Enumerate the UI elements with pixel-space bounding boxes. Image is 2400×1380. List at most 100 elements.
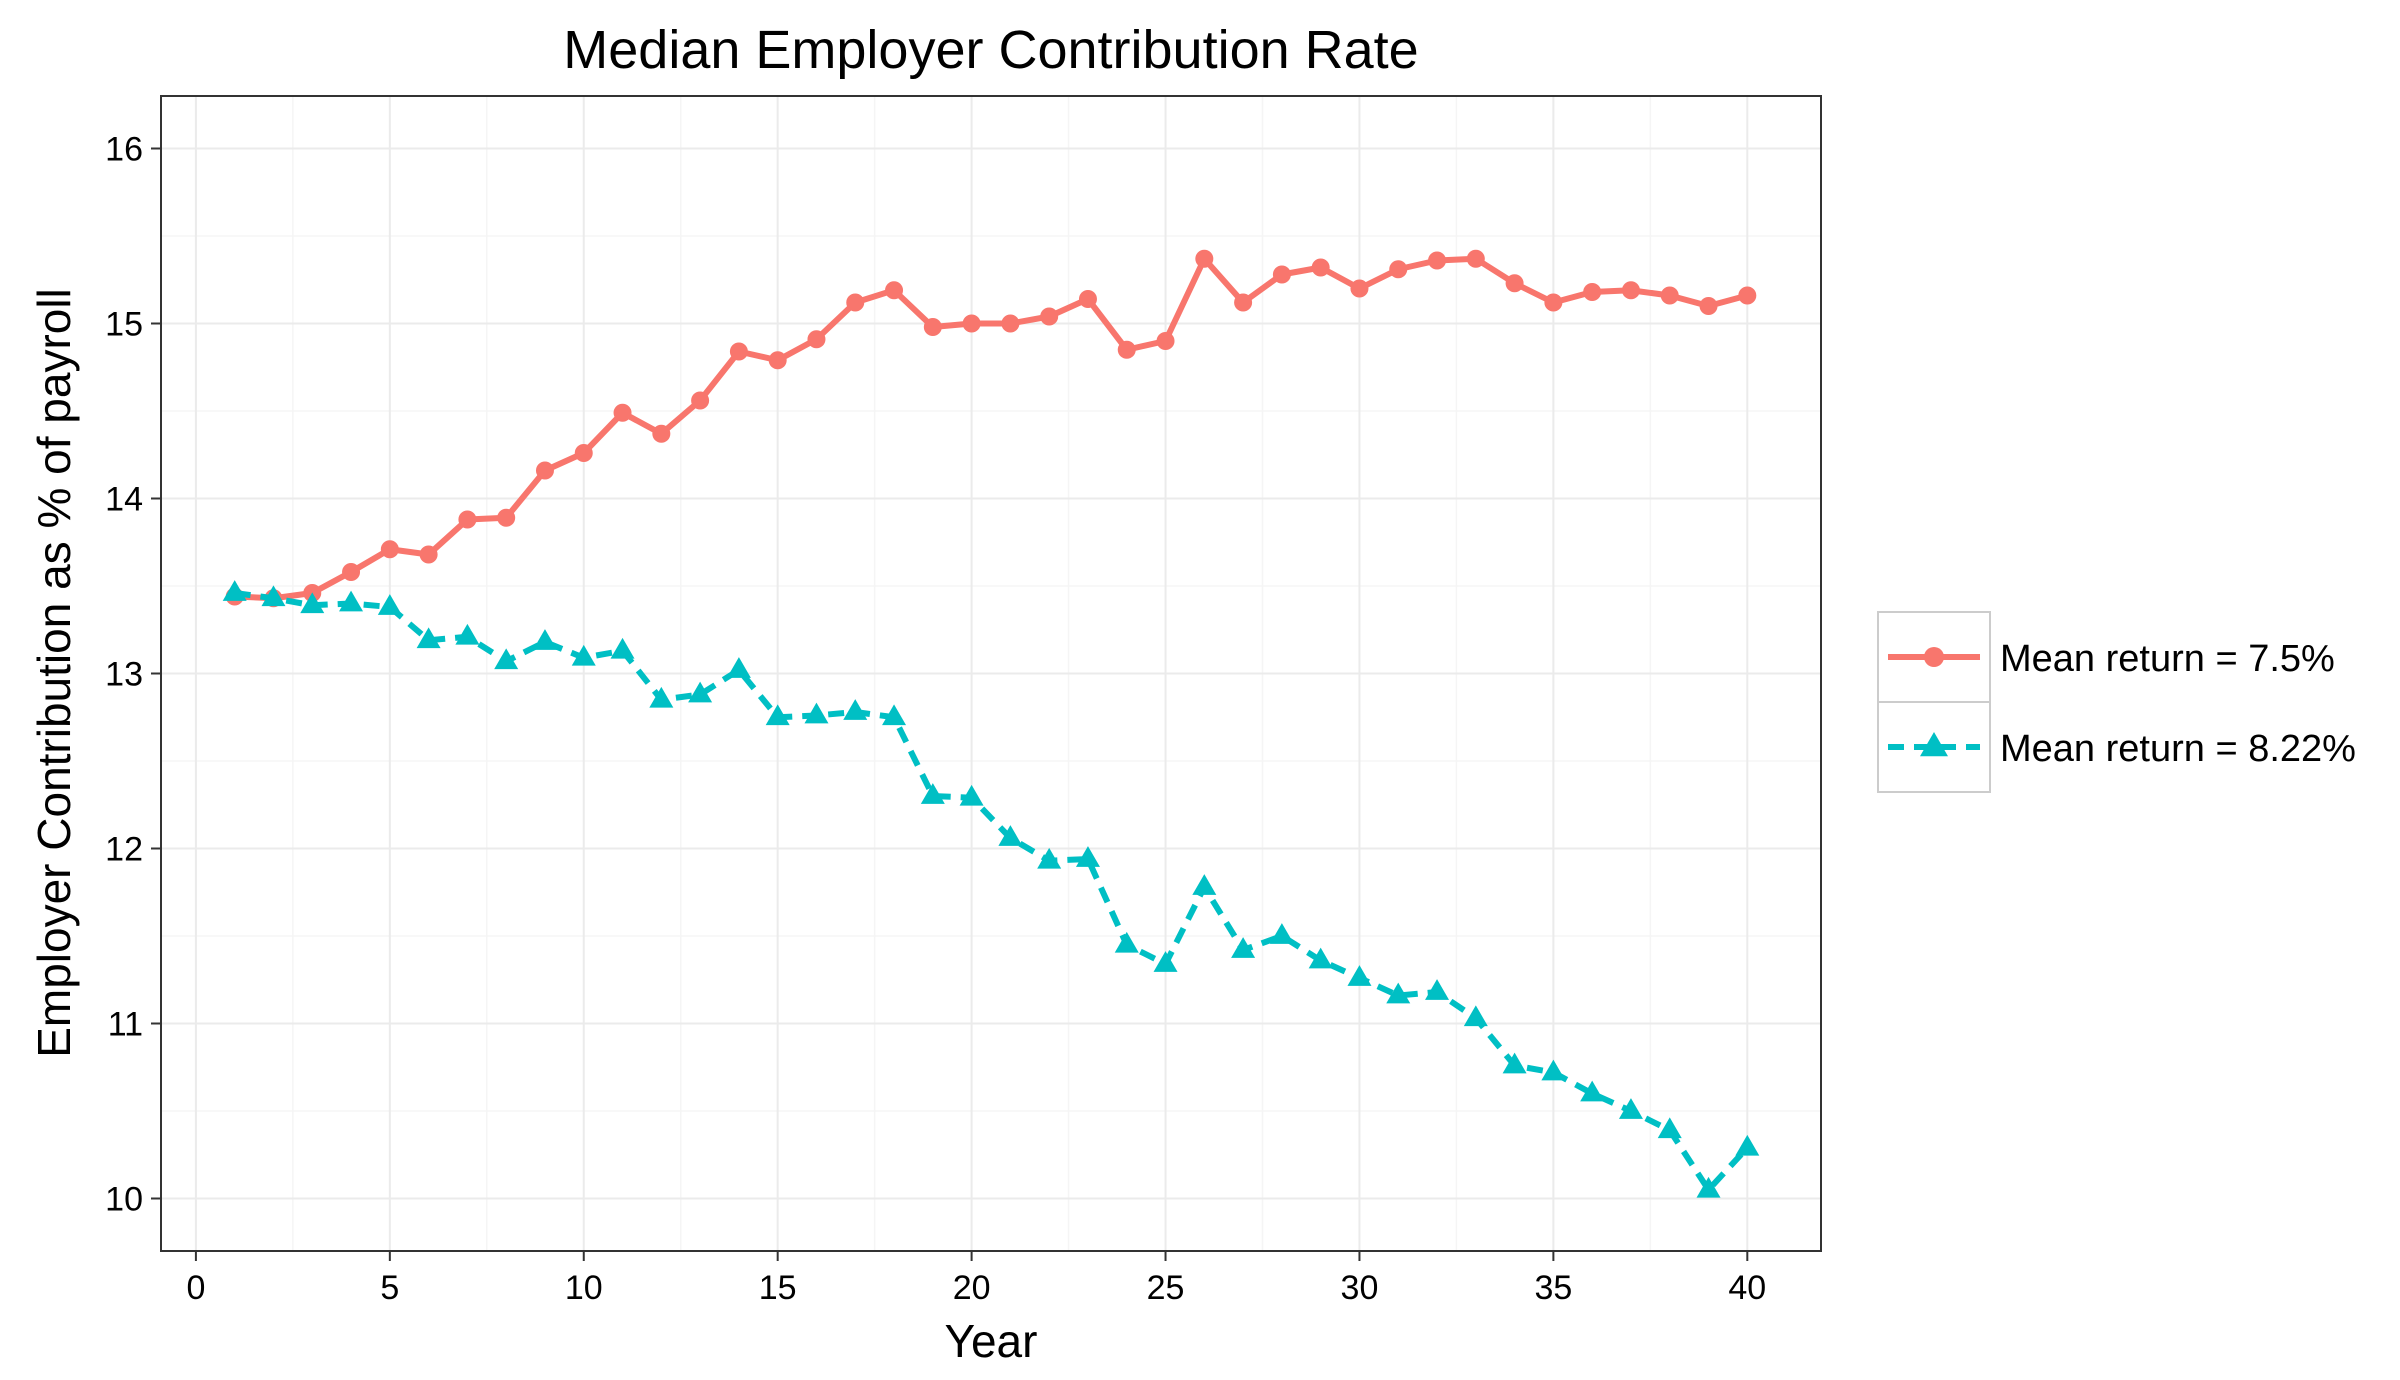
series-2-point — [649, 686, 674, 708]
series-1-line — [234, 255, 1749, 602]
series-1-point — [1428, 251, 1447, 270]
chart-title: Median Employer Contribution Rate — [563, 20, 1418, 80]
y-tick-label: 11 — [108, 1006, 143, 1044]
series-2-point — [1347, 965, 1372, 986]
series-2-point — [416, 627, 441, 649]
series-1-point — [1660, 286, 1679, 305]
series-1-point — [1466, 249, 1485, 268]
x-tick-label: 40 — [1728, 1269, 1766, 1307]
series-2-point — [455, 623, 480, 645]
series-2-point — [377, 594, 402, 615]
series-2-point — [688, 681, 713, 703]
y-axis: 10 11 12 13 14 15 16 — [105, 131, 161, 1219]
series-1-point — [342, 563, 361, 581]
series-2-point — [261, 585, 286, 607]
series-2-point — [222, 580, 247, 601]
series-2-point — [532, 629, 557, 650]
series-2-point — [1386, 982, 1411, 1004]
series-2-point — [1269, 923, 1294, 944]
series-2-point — [1580, 1080, 1605, 1102]
x-axis: 0 5 10 15 20 25 30 35 40 — [186, 1251, 1766, 1307]
series-1-point — [613, 403, 632, 422]
series-2-point — [765, 704, 790, 726]
series-1-point — [768, 351, 787, 370]
series-1-point — [1311, 258, 1330, 277]
series-1-point — [497, 508, 516, 527]
series-2-point — [920, 783, 945, 804]
series-2-point — [804, 702, 829, 724]
series-2-point — [1308, 947, 1333, 969]
series-1-point — [846, 293, 865, 312]
series-2-point — [1463, 1005, 1488, 1027]
series-2-point — [339, 590, 364, 612]
series-1-point — [1389, 260, 1408, 279]
series-2-point — [726, 657, 751, 678]
series-1-point — [1001, 314, 1020, 333]
series-1-point — [807, 330, 826, 349]
series-2-point — [959, 784, 984, 806]
y-tick-label: 13 — [105, 656, 143, 694]
series-1-point — [691, 391, 710, 410]
series-1-point — [1621, 281, 1640, 300]
series-2-point — [843, 699, 868, 720]
series-1-point — [1738, 286, 1757, 305]
series-2-point — [1696, 1176, 1721, 1198]
series-2-point — [1502, 1052, 1527, 1074]
y-tick-label: 16 — [105, 131, 143, 169]
series-1-point — [458, 510, 477, 529]
x-axis-title: Year — [945, 1315, 1038, 1367]
series-2-point — [1618, 1098, 1643, 1119]
legend-label: Mean return = 8.22% — [2000, 728, 2356, 770]
y-tick-label: 10 — [105, 1181, 143, 1219]
series-2-point — [610, 637, 635, 659]
x-tick-label: 25 — [1147, 1269, 1185, 1307]
x-tick-label: 0 — [186, 1269, 205, 1307]
series-2-point — [1425, 979, 1450, 1000]
series-1-point — [419, 545, 438, 564]
series-1-point — [1272, 265, 1291, 284]
series-1-point — [885, 281, 904, 300]
x-tick-label: 30 — [1341, 1269, 1379, 1307]
series-layer — [222, 249, 1760, 1198]
series-1-point — [923, 318, 942, 336]
y-tick-label: 12 — [105, 831, 143, 869]
series-1-point — [1156, 332, 1175, 350]
series-2 — [222, 580, 1760, 1198]
series-2-point — [1075, 846, 1100, 867]
series-2-point — [1114, 931, 1139, 953]
series-1-point — [1234, 293, 1253, 312]
series-2-point — [1735, 1134, 1760, 1156]
series-1-point — [1195, 249, 1214, 268]
series-1-point — [1117, 340, 1136, 359]
series-1-point — [1544, 293, 1563, 312]
x-tick-label: 5 — [380, 1269, 399, 1307]
series-1-point — [1699, 297, 1718, 315]
x-tick-label: 10 — [565, 1269, 603, 1307]
series-1-point — [574, 444, 593, 462]
series-2-point — [300, 592, 325, 614]
series-2-point — [882, 704, 907, 726]
y-axis-title: Employer Contribution as % of payroll — [28, 288, 80, 1058]
x-tick-label: 15 — [759, 1269, 797, 1307]
series-2-point — [1231, 937, 1256, 958]
legend: Mean return = 7.5% Mean return = 8.22% — [1877, 611, 2356, 793]
series-2-point — [1541, 1059, 1566, 1081]
y-tick-label: 14 — [105, 481, 143, 519]
series-2-point — [1037, 847, 1062, 869]
series-2-point — [494, 648, 519, 670]
plot-panel — [160, 95, 1822, 1252]
series-1-point — [1350, 279, 1369, 298]
series-1-point — [729, 342, 748, 361]
series-2-point — [998, 825, 1023, 846]
legend-label: Mean return = 7.5% — [2000, 638, 2335, 680]
series-1-point — [1078, 290, 1097, 308]
series-1-point — [962, 314, 981, 333]
series-1-point — [535, 461, 554, 480]
x-tick-label: 35 — [1534, 1269, 1572, 1307]
x-tick-label: 20 — [953, 1269, 991, 1307]
series-2-point — [1657, 1117, 1682, 1139]
series-1-point — [1583, 283, 1602, 301]
series-1-point — [380, 540, 399, 559]
legend-key-marker — [1920, 731, 1948, 757]
